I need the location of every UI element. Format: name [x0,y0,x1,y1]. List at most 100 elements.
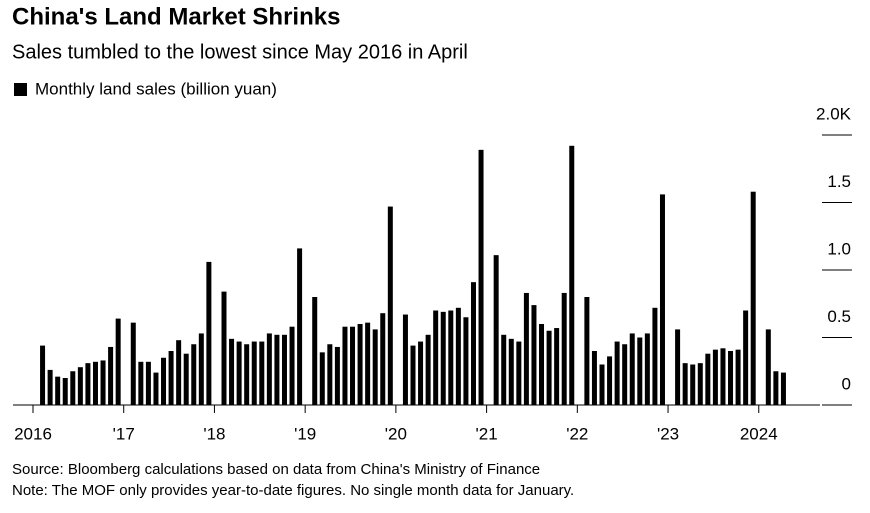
bar [191,344,197,405]
bar [55,376,61,405]
bar [455,307,461,405]
bar [92,361,98,405]
bar [614,341,620,405]
bar [780,372,786,405]
x-tick-label: '21 [476,424,498,443]
bar [554,328,560,405]
x-tick-label: '20 [385,424,407,443]
y-tick-label: 2.0K [816,104,852,123]
bar [584,297,590,405]
bar [62,378,68,405]
bar [652,307,658,405]
bar [281,334,287,405]
y-tick-label: 0 [842,374,851,393]
bar [516,341,522,405]
bar [410,345,416,405]
bar [607,356,613,405]
bar [274,334,280,405]
bar [342,326,348,405]
bar [591,351,597,405]
bar [644,333,650,405]
bar [350,326,356,405]
x-tick-label: '23 [657,424,679,443]
bar [387,206,393,405]
bar [259,341,265,405]
bar [198,333,204,405]
bar [735,349,741,405]
legend-label: Monthly land sales (billion yuan) [35,79,277,98]
bar [561,292,567,405]
y-tick-label: 1.5 [827,172,851,191]
bar [70,371,76,405]
bar [365,322,371,405]
bar [765,329,771,405]
bar [327,344,333,405]
bar [334,346,340,405]
y-tick-label: 0.5 [827,307,851,326]
bar [493,255,499,405]
bar [622,344,628,405]
bar [425,334,431,405]
bar [100,360,106,405]
x-tick-label: '22 [566,424,588,443]
bar [728,351,734,405]
y-tick-label: 1.0 [827,239,851,258]
x-tick-label: '17 [113,424,135,443]
bar [372,329,378,405]
bar [470,282,476,405]
legend-swatch [14,83,27,96]
bar [244,344,250,405]
bar [629,333,635,405]
bar [183,353,189,405]
bar [380,313,386,405]
bar [705,353,711,405]
bar [40,345,46,405]
bar [433,310,439,405]
source-note: Source: Bloomberg calculations based on … [12,461,540,478]
bar [690,364,696,405]
bar [720,348,726,405]
bar [229,338,235,405]
bar [599,364,605,405]
bar [712,349,718,405]
bar [743,310,749,405]
bar [236,341,242,405]
bar [115,318,121,405]
bar [773,371,779,405]
bar [539,324,545,405]
bar [266,333,272,405]
bar [508,338,514,405]
x-tick-label: 2016 [14,424,52,443]
bar [153,372,159,405]
bar [319,352,325,405]
bar [312,297,318,405]
bar [569,145,575,406]
bar [637,337,643,405]
bar [448,310,454,405]
bar [206,261,212,405]
bar [682,363,688,405]
bar [478,149,484,405]
note: Note: The MOF only provides year-to-date… [12,482,574,499]
bar [251,341,257,405]
bar [659,194,665,405]
bar [47,369,53,405]
bar [750,191,756,405]
bar [77,367,83,405]
bar [418,341,424,405]
bar [523,292,529,405]
x-tick-label: 2024 [740,424,778,443]
chart-subtitle: Sales tumbled to the lowest since May 20… [12,41,468,63]
bar [463,317,469,405]
chart-title: China's Land Market Shrinks [12,3,340,30]
bar [130,322,136,405]
x-tick-label: '18 [203,424,225,443]
bar [501,334,507,405]
bar [221,291,227,405]
bar [161,357,167,405]
bar [357,324,363,405]
bar [402,314,408,405]
bar [138,361,144,405]
x-tick-label: '19 [294,424,316,443]
bar [675,329,681,405]
